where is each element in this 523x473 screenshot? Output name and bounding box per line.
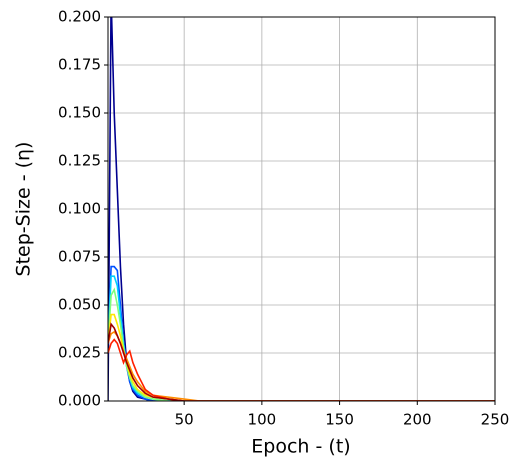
line (108, 322, 495, 401)
grid (108, 16, 496, 402)
line (108, 338, 495, 401)
line (108, 275, 495, 401)
y-tick-label: 0.125 (58, 152, 101, 170)
lines (108, 17, 495, 401)
x-tick-label: 50 (175, 411, 194, 429)
y-tick-label: 0.000 (58, 392, 101, 410)
line (108, 330, 495, 401)
line (108, 265, 495, 401)
y-axis-label: Step-Size - (η) (13, 142, 35, 277)
y-tick-label: 0.200 (58, 8, 101, 26)
y-tick-label: 0.075 (58, 248, 101, 266)
x-tick-label: 200 (403, 411, 432, 429)
line (108, 287, 495, 401)
y-tick-label: 0.100 (58, 200, 101, 218)
line (108, 17, 495, 401)
y-tick-label: 0.175 (58, 56, 101, 74)
line (108, 313, 495, 401)
x-tick-label: 150 (325, 411, 354, 429)
y-tick-label: 0.050 (58, 296, 101, 314)
y-tick-label: 0.150 (58, 104, 101, 122)
x-tick-label: 250 (481, 411, 510, 429)
x-axis-label: Epoch - (t) (251, 436, 350, 458)
x-tick-label: 100 (248, 411, 277, 429)
y-tick-label: 0.025 (58, 344, 101, 362)
